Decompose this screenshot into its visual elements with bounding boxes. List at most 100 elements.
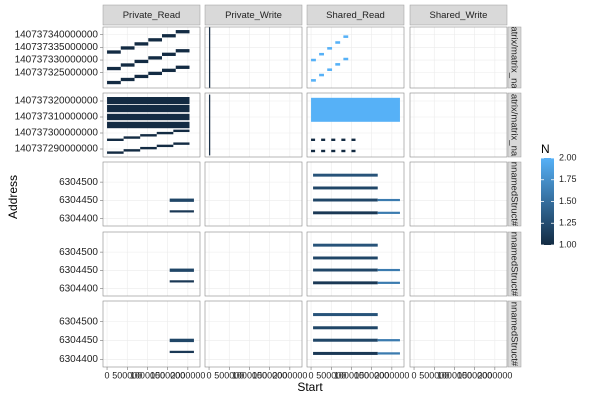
panel-border	[409, 231, 508, 297]
panel-border	[102, 161, 201, 227]
strip-label: Shared_Read	[326, 10, 385, 21]
y-tick-label: 6304450	[59, 195, 98, 206]
strip-label: nnamedStruct#	[508, 232, 519, 297]
tile	[377, 352, 400, 355]
x-axis-title: Start	[297, 380, 323, 394]
tile	[175, 30, 190, 34]
tile	[148, 56, 163, 60]
y-axis-title: Address	[6, 175, 20, 219]
x-tick-label: 1000000	[232, 370, 267, 380]
strip-label: atrix/matrix_na	[508, 26, 519, 89]
y-tick-label: 140737335000000	[15, 42, 99, 53]
tile	[107, 121, 190, 129]
tile	[148, 38, 163, 42]
panel-border	[102, 231, 201, 297]
tile	[311, 97, 400, 122]
strip-label: nnamedStruct#	[508, 302, 519, 367]
strip-top	[102, 4, 201, 26]
panel-border	[306, 300, 405, 368]
strip-right	[507, 231, 522, 297]
panel	[103, 301, 200, 367]
tile	[120, 46, 135, 50]
tile	[123, 136, 141, 139]
strip-right	[507, 300, 522, 368]
strip-right	[507, 26, 522, 89]
tile	[162, 34, 176, 38]
tile	[175, 65, 190, 69]
tile	[377, 281, 400, 284]
x-tick-label: 2000000	[272, 370, 307, 380]
tile	[377, 211, 400, 214]
strip-top	[409, 4, 508, 26]
x-tick-label: 1500000	[150, 370, 185, 380]
panel-border	[306, 161, 405, 227]
panel-border	[102, 92, 201, 158]
panel-border	[204, 161, 303, 227]
strip-label: Private_Write	[225, 10, 282, 21]
tile	[327, 47, 333, 50]
x-tick-label: 500000	[316, 370, 346, 380]
y-tick-label: 6304450	[59, 335, 98, 346]
tile	[123, 149, 141, 152]
tile	[173, 129, 190, 133]
y-tick-label: 140737340000000	[15, 29, 99, 40]
tile	[209, 94, 211, 156]
panel-border	[409, 92, 508, 158]
panel-border	[102, 300, 201, 368]
strip-clip: atrix/matrix_na	[508, 94, 519, 157]
tile	[107, 66, 121, 71]
tile	[120, 63, 135, 67]
panel-border	[306, 92, 405, 158]
x-tick-label: 2000000	[477, 370, 512, 380]
tile	[140, 146, 157, 150]
legend-tick-label: 1.00	[559, 239, 577, 249]
panel-border	[204, 26, 303, 89]
tile	[313, 338, 378, 342]
tile	[377, 268, 400, 272]
tile	[313, 326, 378, 330]
y-tick-label: 6304500	[59, 247, 98, 258]
tile	[327, 68, 333, 71]
tile	[107, 113, 190, 121]
tile	[313, 198, 378, 202]
tile	[169, 280, 194, 283]
panel-border	[306, 231, 405, 297]
x-tick-label: 1000000	[437, 370, 472, 380]
tile	[107, 80, 121, 85]
x-tick-label: 0	[207, 370, 212, 380]
tile	[319, 52, 324, 56]
tile	[321, 138, 326, 141]
panel	[410, 301, 507, 367]
strip-clip: nnamedStruct#	[508, 232, 519, 297]
panel	[205, 27, 302, 88]
panel	[103, 232, 200, 296]
strip-label: Shared_Write	[430, 10, 488, 21]
tile	[169, 268, 194, 272]
tile	[134, 59, 149, 64]
tile	[169, 198, 194, 202]
y-tick-label: 6304500	[59, 316, 98, 327]
tile	[343, 57, 349, 61]
legend-tick-label: 2.00	[559, 152, 577, 162]
tile	[107, 97, 190, 105]
panel-border	[204, 231, 303, 297]
panel	[307, 27, 404, 88]
panel	[307, 301, 404, 367]
y-tick-label: 140737330000000	[15, 55, 99, 66]
x-tick-label: 1000000	[130, 370, 165, 380]
tile	[134, 42, 149, 46]
x-tick-label: 0	[309, 370, 314, 380]
y-tick-label: 6304450	[59, 265, 98, 276]
strip-top	[204, 4, 303, 26]
tile	[169, 350, 194, 354]
legend-tick-label: 1.50	[559, 196, 577, 206]
panel	[410, 93, 507, 157]
y-tick-label: 140737300000000	[15, 128, 99, 139]
x-tick-label: 0	[105, 370, 110, 380]
tile	[107, 50, 121, 54]
y-tick-label: 6304400	[59, 283, 98, 294]
panel	[205, 301, 302, 367]
tile	[311, 79, 316, 82]
tile	[351, 149, 356, 153]
x-tick-label: 500000	[112, 370, 142, 380]
